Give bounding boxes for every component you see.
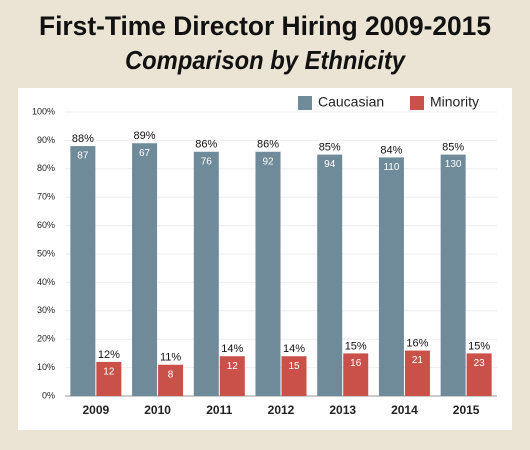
count-label: 87 [77, 151, 89, 162]
x-tick-label: 2011 [206, 403, 232, 417]
count-label: 15 [288, 361, 300, 372]
value-label: 15% [345, 340, 367, 352]
count-label: 130 [445, 159, 462, 170]
bar [132, 143, 158, 396]
bar [158, 364, 184, 396]
y-tick-label: 50% [37, 248, 55, 258]
value-label: 14% [221, 343, 243, 355]
value-label: 85% [442, 142, 464, 154]
y-tick-label: 10% [37, 362, 55, 372]
value-label: 12% [98, 349, 120, 361]
x-tick-label: 2015 [453, 403, 480, 417]
y-tick-label: 30% [37, 305, 55, 315]
x-tick-label: 2012 [268, 403, 295, 417]
value-label: 84% [380, 144, 402, 156]
x-tick-label: 2010 [144, 403, 171, 417]
count-label: 8 [168, 369, 174, 380]
value-label: 86% [195, 139, 217, 151]
y-tick-label: 20% [37, 334, 55, 344]
value-label: 88% [72, 133, 94, 145]
value-label: 86% [257, 139, 279, 151]
count-label: 110 [383, 162, 399, 173]
legend-label: Minority [430, 94, 479, 110]
y-tick-label: 60% [37, 220, 55, 230]
count-label: 16 [350, 358, 362, 369]
y-tick-label: 40% [37, 277, 55, 287]
count-label: 21 [412, 355, 424, 366]
y-tick-label: 90% [37, 135, 55, 145]
y-tick-label: 100% [32, 106, 55, 116]
value-label: 14% [283, 343, 305, 355]
value-label: 85% [319, 142, 341, 154]
y-tick-label: 70% [37, 192, 55, 202]
count-label: 92 [262, 156, 274, 167]
count-label: 94 [324, 159, 336, 170]
bar [343, 353, 369, 396]
legend-swatch [410, 96, 424, 110]
value-label: 16% [406, 337, 428, 349]
x-tick-label: 2013 [329, 403, 356, 417]
bar [404, 350, 430, 396]
count-label: 67 [139, 148, 151, 159]
bar [96, 361, 122, 396]
bar [70, 146, 96, 396]
bar [281, 356, 307, 396]
bar [440, 154, 466, 396]
legend-swatch [298, 96, 312, 110]
y-tick-label: 80% [37, 163, 55, 173]
bar [466, 353, 492, 396]
value-label: 11% [160, 352, 181, 364]
y-tick-label: 0% [42, 390, 55, 400]
bar [378, 157, 404, 396]
chart-subtitle: Comparison by Ethnicity [125, 45, 406, 75]
count-label: 12 [103, 367, 115, 378]
x-tick-label: 2014 [391, 403, 418, 417]
count-label: 12 [227, 361, 239, 372]
value-label: 89% [134, 130, 156, 142]
bar [255, 151, 281, 396]
chart-title: First-Time Director Hiring 2009-2015 [39, 11, 491, 41]
count-label: 23 [474, 358, 486, 369]
bar [317, 154, 343, 396]
bar [219, 356, 245, 396]
bar [193, 151, 219, 396]
legend-label: Caucasian [318, 94, 384, 110]
value-label: 15% [468, 340, 490, 352]
count-label: 76 [201, 156, 213, 167]
x-tick-label: 2009 [83, 403, 110, 417]
